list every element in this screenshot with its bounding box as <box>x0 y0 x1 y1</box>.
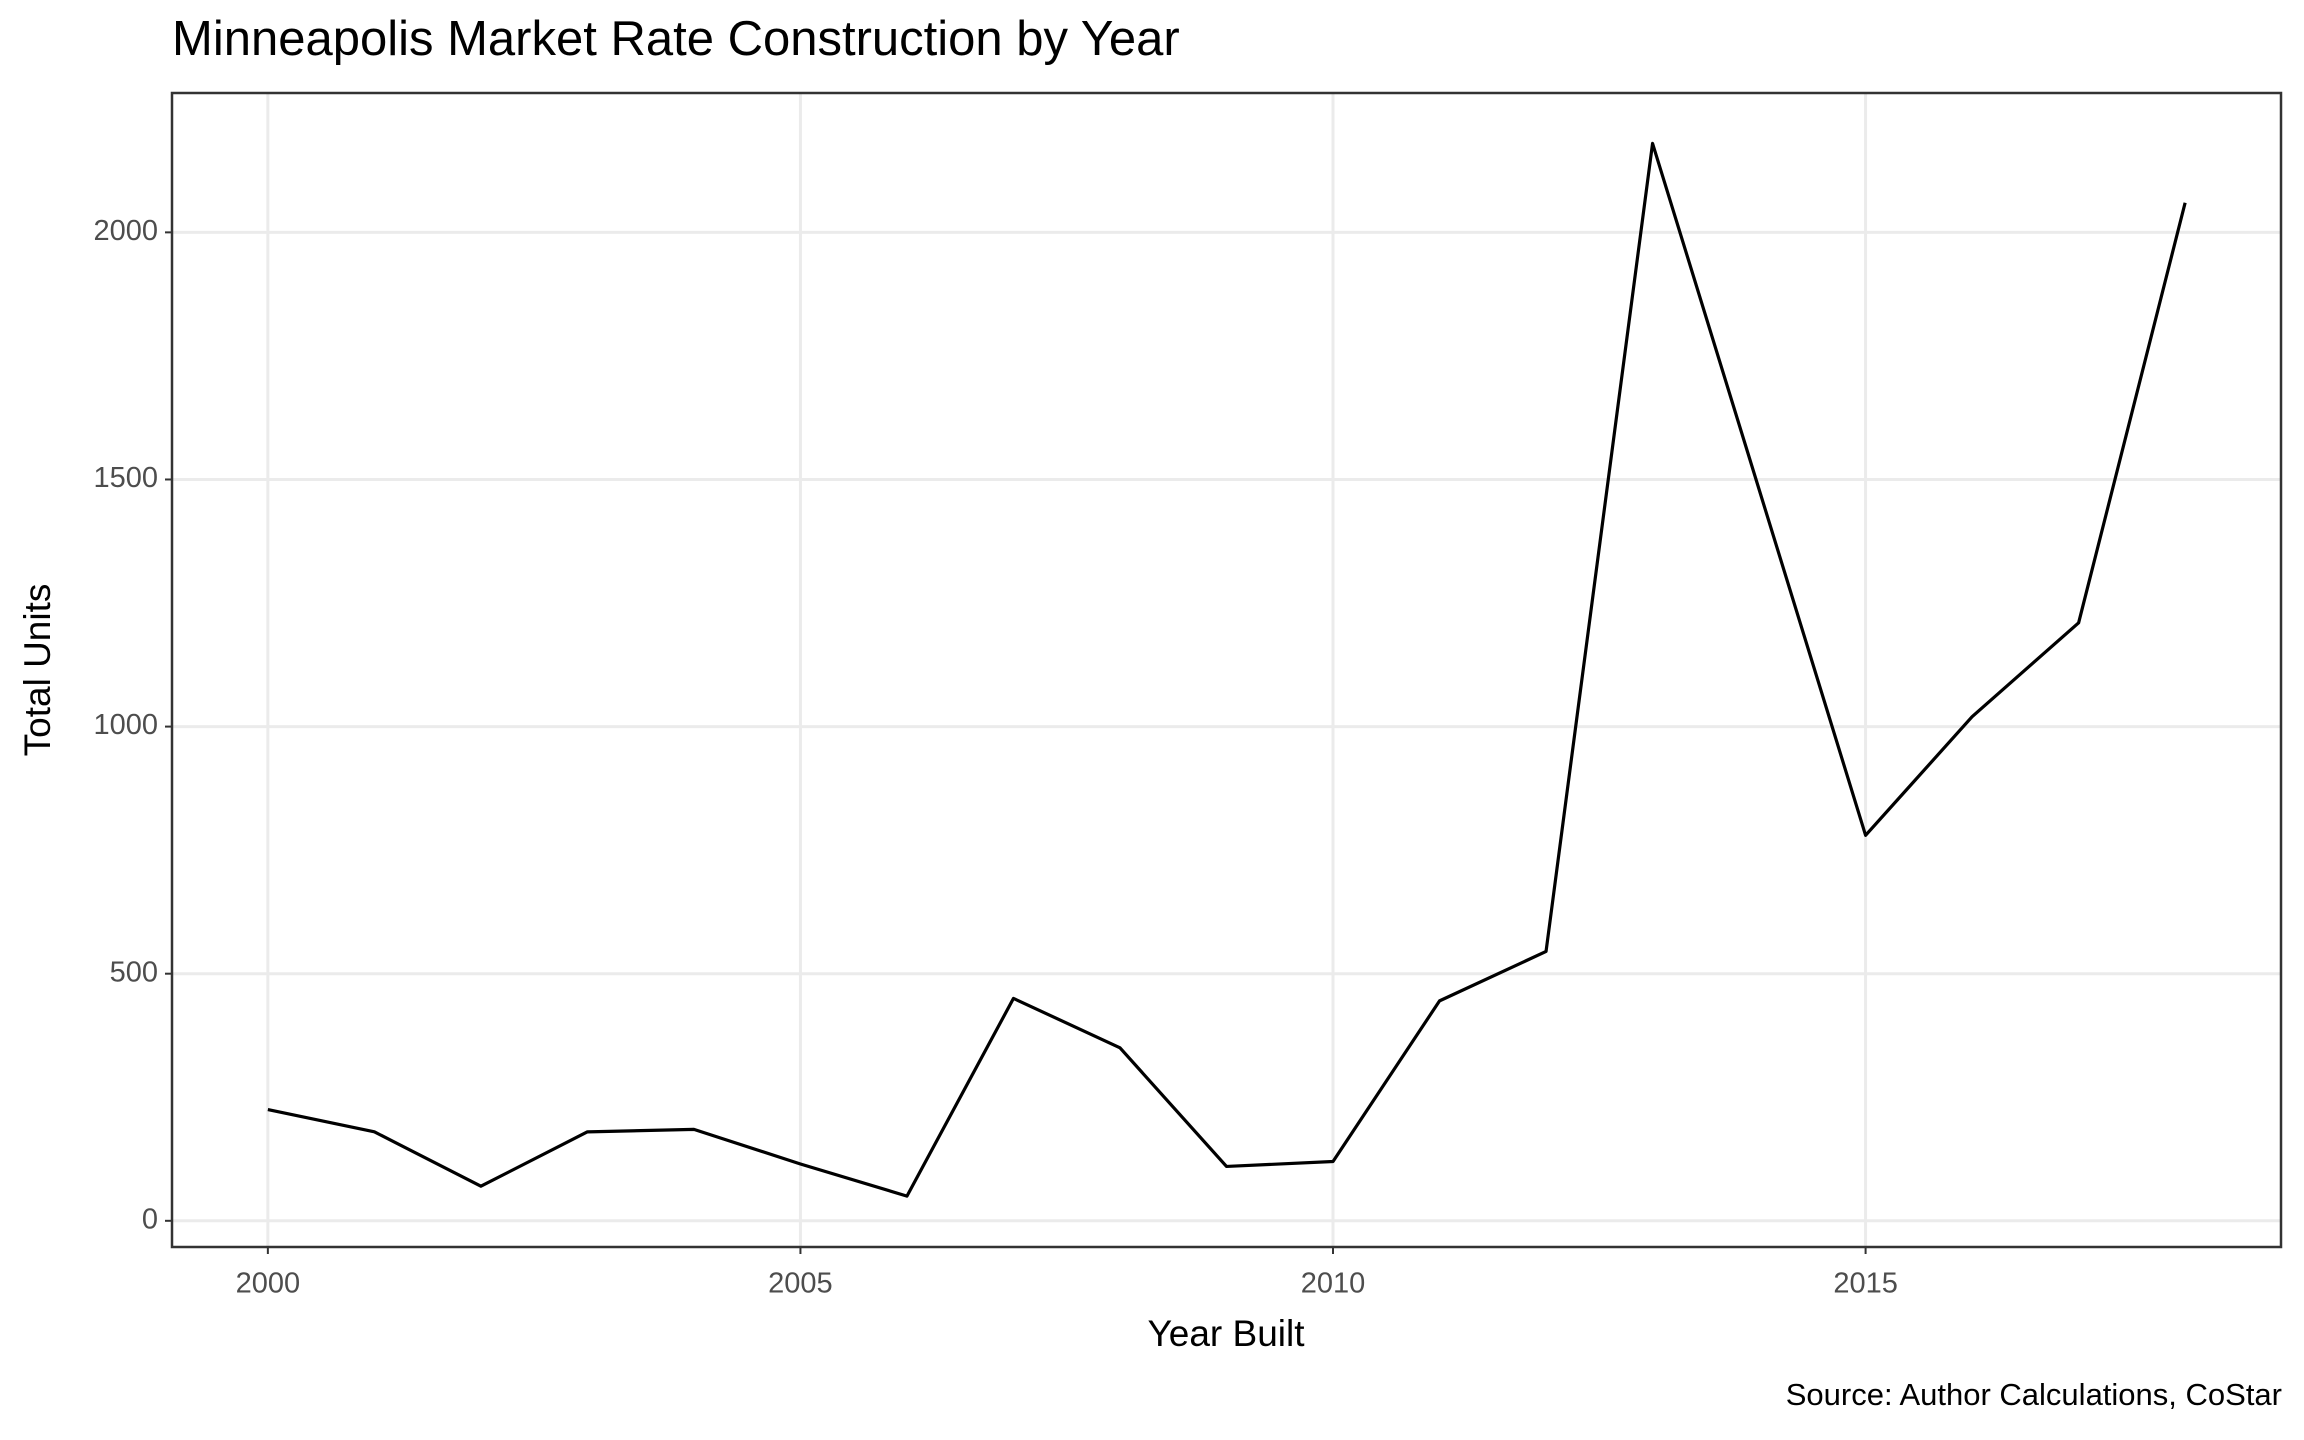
x-tick-label: 2005 <box>768 1268 833 1300</box>
y-tick-label: 1500 <box>93 462 158 494</box>
x-tick-label: 2015 <box>1833 1268 1898 1300</box>
y-axis-title: Total Units <box>17 584 58 757</box>
x-tick-label: 2010 <box>1301 1268 1366 1300</box>
y-tick-label: 2000 <box>93 215 158 247</box>
chart-title: Minneapolis Market Rate Construction by … <box>172 12 1180 66</box>
y-tick-label: 0 <box>142 1203 158 1235</box>
caption: Source: Author Calculations, CoStar <box>1786 1377 2282 1412</box>
y-tick-label: 500 <box>110 956 158 988</box>
plot-border <box>170 91 2283 1249</box>
x-tick-label: 2000 <box>236 1268 301 1300</box>
data-line <box>267 141 2187 1198</box>
x-axis-title: Year Built <box>1147 1313 1305 1354</box>
y-tick-label: 1000 <box>93 709 158 741</box>
